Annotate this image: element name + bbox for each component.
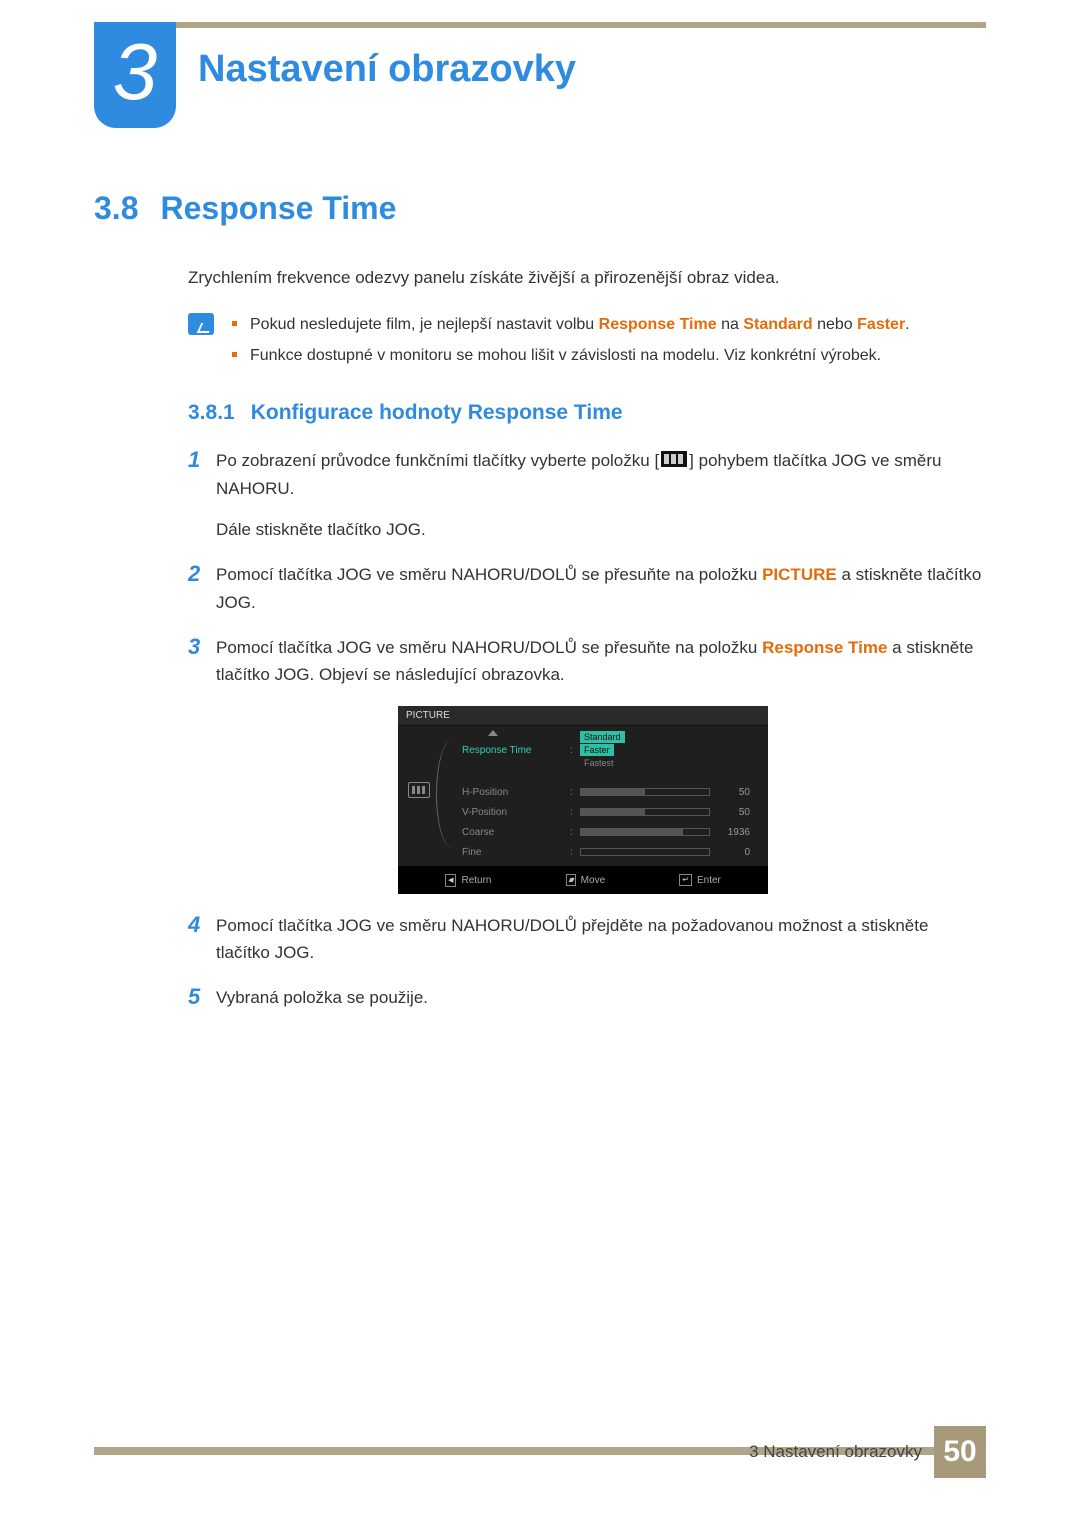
osd-footer: Return ▴▾ Move ↵ Enter bbox=[398, 866, 768, 894]
osd-row-fine: Fine : 0 bbox=[462, 842, 758, 862]
page-footer: 3 Nastavení obrazovky 50 bbox=[749, 1426, 986, 1478]
step-number: 3 bbox=[188, 634, 216, 688]
section-title: Response Time bbox=[160, 190, 396, 226]
chapter-title: Nastavení obrazovky bbox=[198, 48, 576, 91]
subsection-heading: 3.8.1 Konfigurace hodnoty Response Time bbox=[188, 401, 986, 425]
step-body: Po zobrazení průvodce funkčními tlačítky… bbox=[216, 447, 986, 543]
menu-icon bbox=[661, 448, 687, 475]
osd-label: V-Position bbox=[462, 807, 570, 818]
step-number: 5 bbox=[188, 984, 216, 1011]
osd-footer-enter: Enter bbox=[697, 875, 721, 886]
osd-slider bbox=[580, 848, 710, 856]
picture-icon bbox=[408, 782, 430, 798]
osd-label: Fine bbox=[462, 847, 570, 858]
chapter-badge: 3 bbox=[94, 22, 176, 128]
step-number: 4 bbox=[188, 912, 216, 966]
osd-slider bbox=[580, 808, 710, 816]
highlight-term: PICTURE bbox=[762, 565, 837, 584]
osd-row-response-time: Response Time : Standard Faster Fastest bbox=[462, 740, 758, 760]
step-body: Vybraná položka se použije. bbox=[216, 984, 428, 1011]
osd-label: H-Position bbox=[462, 787, 570, 798]
subsection-title: Konfigurace hodnoty Response Time bbox=[251, 401, 623, 424]
note-list: Pokud nesledujete film, je nejlepší nast… bbox=[232, 311, 910, 373]
osd-footer-move: Move bbox=[581, 875, 605, 886]
section-heading: 3.8 Response Time bbox=[94, 190, 986, 227]
osd-row-v-position: V-Position : 50 bbox=[462, 802, 758, 822]
osd-option: Faster bbox=[580, 744, 614, 756]
page-number-badge: 50 bbox=[934, 1426, 986, 1478]
step-body: Pomocí tlačítka JOG ve směru NAHORU/DOLŮ… bbox=[216, 634, 986, 688]
highlight-term: Standard bbox=[743, 316, 812, 333]
highlight-term: Faster bbox=[857, 316, 905, 333]
highlight-term: Response Time bbox=[762, 638, 887, 657]
step-number: 2 bbox=[188, 561, 216, 615]
footer-text: 3 Nastavení obrazovky bbox=[749, 1442, 922, 1462]
note-item: Funkce dostupné v monitoru se mohou liši… bbox=[232, 342, 910, 369]
chapter-number: 3 bbox=[113, 32, 158, 112]
osd-screenshot: PICTURE Response Time : Standard Faster … bbox=[398, 706, 768, 894]
move-key-icon: ▴▾ bbox=[566, 874, 576, 886]
step-number: 1 bbox=[188, 447, 216, 543]
top-accent-bar bbox=[94, 22, 986, 28]
step: 5 Vybraná položka se použije. bbox=[188, 984, 986, 1011]
osd-body: Response Time : Standard Faster Fastest … bbox=[398, 726, 768, 866]
steps-list: 1 Po zobrazení průvodce funkčními tlačít… bbox=[188, 447, 986, 1012]
osd-option: Fastest bbox=[580, 757, 618, 769]
osd-slider bbox=[580, 828, 710, 836]
osd-value: 1936 bbox=[718, 827, 750, 838]
intro-paragraph: Zrychlením frekvence odezvy panelu získá… bbox=[188, 265, 986, 291]
osd-row-coarse: Coarse : 1936 bbox=[462, 822, 758, 842]
osd-row-h-position: H-Position : 50 bbox=[462, 782, 758, 802]
osd-header: PICTURE bbox=[398, 706, 768, 726]
osd-label: Response Time bbox=[462, 745, 570, 756]
section-number: 3.8 bbox=[94, 190, 138, 226]
osd-option-selected: Standard bbox=[580, 731, 625, 743]
osd-curve-decoration bbox=[436, 740, 460, 848]
osd-value: 0 bbox=[718, 847, 750, 858]
note-item: Pokud nesledujete film, je nejlepší nast… bbox=[232, 311, 910, 338]
note-icon bbox=[188, 313, 214, 335]
osd-slider bbox=[580, 788, 710, 796]
step: 4 Pomocí tlačítka JOG ve směru NAHORU/DO… bbox=[188, 912, 986, 966]
arrow-up-icon bbox=[488, 730, 498, 736]
step: 3 Pomocí tlačítka JOG ve směru NAHORU/DO… bbox=[188, 634, 986, 688]
osd-value: 50 bbox=[718, 787, 750, 798]
osd-footer-return: Return bbox=[461, 875, 491, 886]
note-block: Pokud nesledujete film, je nejlepší nast… bbox=[188, 311, 986, 373]
step-body: Pomocí tlačítka JOG ve směru NAHORU/DOLŮ… bbox=[216, 561, 986, 615]
highlight-term: Response Time bbox=[599, 316, 717, 333]
step-body: Pomocí tlačítka JOG ve směru NAHORU/DOLŮ… bbox=[216, 912, 986, 966]
step: 1 Po zobrazení průvodce funkčními tlačít… bbox=[188, 447, 986, 543]
osd-value: 50 bbox=[718, 807, 750, 818]
return-key-icon bbox=[445, 874, 456, 887]
enter-key-icon: ↵ bbox=[679, 874, 692, 886]
osd-label: Coarse bbox=[462, 827, 570, 838]
step: 2 Pomocí tlačítka JOG ve směru NAHORU/DO… bbox=[188, 561, 986, 615]
subsection-number: 3.8.1 bbox=[188, 401, 235, 424]
